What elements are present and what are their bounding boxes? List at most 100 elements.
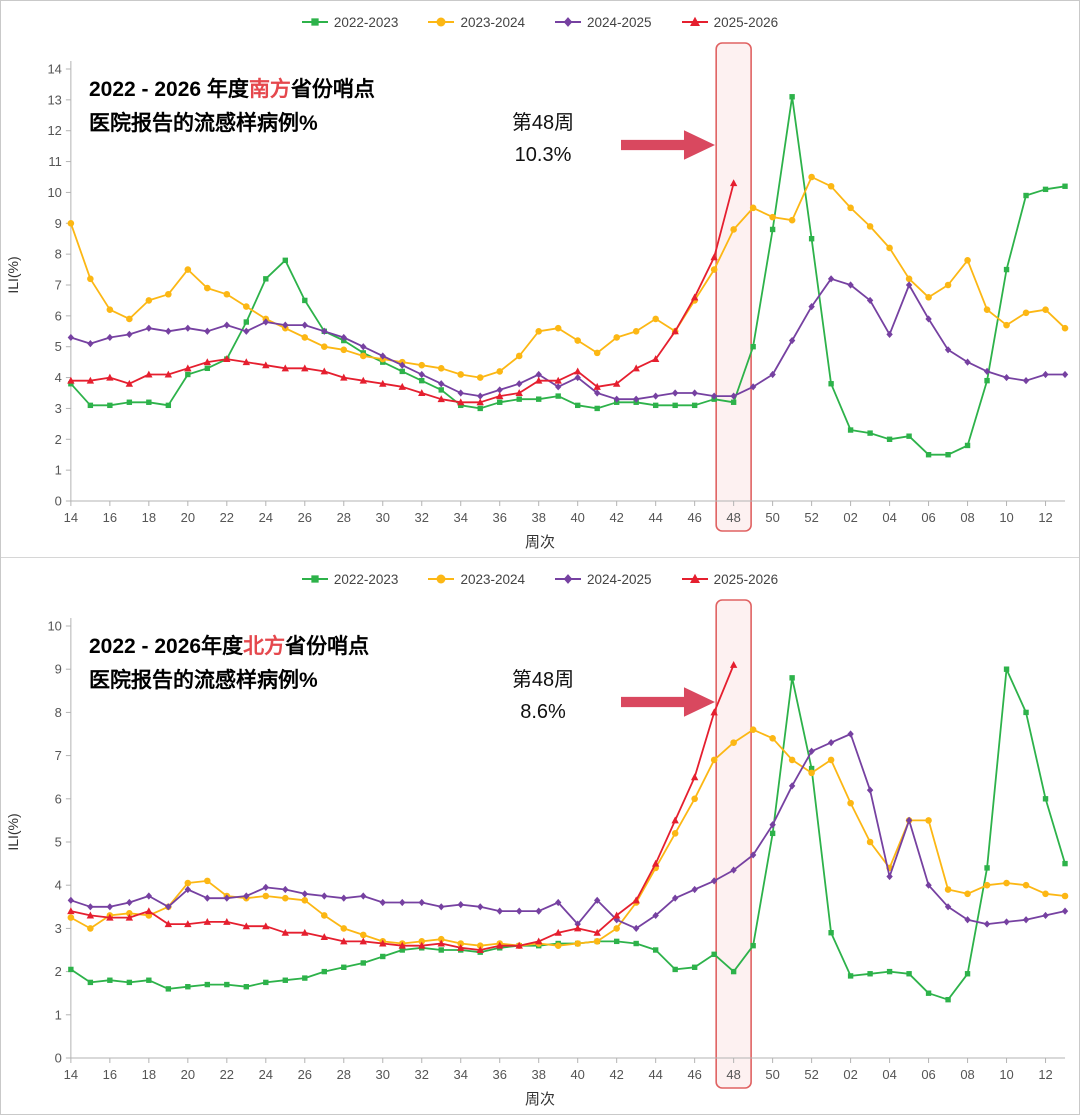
- legend-item-2024-2025: 2024-2025: [555, 571, 652, 587]
- diamond-marker-icon: [555, 17, 581, 27]
- svg-text:11: 11: [48, 154, 61, 169]
- diamond-marker-icon: [555, 574, 581, 584]
- svg-text:36: 36: [493, 510, 507, 525]
- triangle-marker-icon: [681, 573, 708, 584]
- legend-north: 2022-2023 2023-2024 2024-2025 2025-2026: [1, 558, 1079, 594]
- svg-text:22: 22: [220, 510, 234, 525]
- svg-text:10: 10: [999, 510, 1013, 525]
- svg-text:14: 14: [64, 1067, 78, 1082]
- annotation-week-label: 第48周: [511, 112, 575, 134]
- svg-text:22: 22: [220, 1067, 234, 1082]
- svg-text:34: 34: [454, 1067, 468, 1082]
- series-2025-2026: [67, 660, 738, 953]
- svg-text:32: 32: [415, 1067, 429, 1082]
- svg-text:12: 12: [47, 123, 61, 138]
- svg-text:08: 08: [960, 1067, 974, 1082]
- y-axis-title: ILI(%): [5, 813, 21, 851]
- svg-text:2: 2: [55, 432, 62, 447]
- legend-label: 2025-2026: [713, 14, 779, 30]
- svg-text:50: 50: [765, 510, 779, 525]
- svg-text:32: 32: [415, 510, 429, 525]
- svg-text:04: 04: [882, 1067, 896, 1082]
- series-2025-2026: [67, 179, 738, 406]
- legend-label: 2023-2024: [460, 14, 525, 30]
- title-text-suffix: 省份哨点: [290, 78, 375, 101]
- north-annotation: 第48周 8.6%: [467, 664, 619, 728]
- svg-text:6: 6: [55, 791, 62, 806]
- legend-label: 2023-2024: [460, 571, 525, 587]
- svg-text:18: 18: [142, 510, 156, 525]
- title-region-highlight: 南方: [248, 78, 291, 101]
- svg-text:12: 12: [1038, 1067, 1052, 1082]
- svg-text:38: 38: [531, 1067, 545, 1082]
- svg-text:14: 14: [47, 61, 61, 76]
- north-chart-title: 2022 - 2026年度北方省份哨点 医院报告的流感样病例%: [89, 630, 369, 697]
- annotation-value-label: 8.6%: [520, 701, 566, 723]
- annotation-week-label: 第48周: [511, 669, 575, 691]
- svg-text:28: 28: [337, 1067, 351, 1082]
- svg-text:10: 10: [47, 185, 61, 200]
- svg-text:02: 02: [843, 510, 857, 525]
- north-plot-area: 0 1 2 3 4 5 6 7 8 9 10 14 16 18 20 22 24 26 28 30 32 34 36 38 40…: [1, 594, 1079, 1114]
- square-marker-icon: [301, 18, 328, 26]
- series-2023-2024: [67, 726, 1069, 949]
- svg-text:48: 48: [726, 1067, 740, 1082]
- series-2023-2024: [67, 173, 1069, 381]
- svg-text:1: 1: [55, 463, 62, 478]
- highlight-week-box: [715, 42, 752, 532]
- x-axis-ticks: 14 16 18 20 22 24 26 28 30 32 34 36 38 40 42 44 46 48 50 52…: [64, 1058, 1053, 1082]
- y-axis-title: ILI(%): [5, 256, 21, 294]
- series-2024-2025: [67, 275, 1069, 403]
- svg-text:24: 24: [259, 510, 273, 525]
- svg-text:9: 9: [55, 216, 62, 231]
- svg-text:4: 4: [55, 878, 62, 893]
- legend-item-2022-2023: 2022-2023: [301, 571, 398, 587]
- axes: [70, 618, 1066, 1059]
- svg-text:20: 20: [181, 510, 195, 525]
- svg-text:42: 42: [609, 510, 623, 525]
- svg-text:48: 48: [726, 510, 740, 525]
- svg-text:10: 10: [47, 618, 61, 633]
- svg-text:52: 52: [804, 510, 818, 525]
- x-axis-title: 周次: [524, 534, 555, 551]
- y-axis-ticks: 0 1 2 3 4 5 6 7 8 9 10: [47, 618, 71, 1066]
- south-title-line2: 医院报告的流感样病例%: [89, 111, 318, 135]
- svg-text:50: 50: [765, 1067, 779, 1082]
- title-text-suffix: 省份哨点: [285, 635, 370, 658]
- svg-text:13: 13: [47, 92, 61, 107]
- series-2022-2023: [68, 666, 1068, 1003]
- svg-text:7: 7: [55, 277, 62, 292]
- south-title-line1: 2022 - 2026 年度南方省份哨点: [89, 73, 375, 107]
- legend-item-2024-2025: 2024-2025: [555, 14, 652, 30]
- legend-label: 2024-2025: [587, 14, 652, 30]
- svg-text:28: 28: [337, 510, 351, 525]
- svg-text:24: 24: [259, 1067, 273, 1082]
- svg-text:26: 26: [298, 510, 312, 525]
- north-title-line2: 医院报告的流感样病例%: [89, 668, 318, 692]
- svg-text:46: 46: [687, 1067, 701, 1082]
- highlight-week-box: [715, 599, 752, 1089]
- svg-text:44: 44: [648, 1067, 662, 1082]
- square-marker-icon: [301, 575, 328, 583]
- svg-text:42: 42: [609, 1067, 623, 1082]
- svg-text:3: 3: [55, 401, 62, 416]
- title-region-highlight: 北方: [243, 635, 286, 658]
- svg-text:04: 04: [882, 510, 896, 525]
- svg-text:12: 12: [1038, 510, 1052, 525]
- svg-text:52: 52: [804, 1067, 818, 1082]
- svg-text:02: 02: [843, 1067, 857, 1082]
- svg-text:16: 16: [103, 1067, 117, 1082]
- svg-text:06: 06: [921, 510, 935, 525]
- svg-text:26: 26: [298, 1067, 312, 1082]
- svg-text:6: 6: [55, 308, 62, 323]
- svg-text:2: 2: [55, 964, 62, 979]
- svg-text:5: 5: [55, 834, 62, 849]
- south-plot-area: 0 1 2 3 4 5 6 7 8 9 10 11 12 13 14 14 16 18 20 22 24 26 28 30 32…: [1, 37, 1079, 557]
- legend-item-2023-2024: 2023-2024: [428, 14, 525, 30]
- svg-text:4: 4: [55, 370, 62, 385]
- svg-text:40: 40: [570, 510, 584, 525]
